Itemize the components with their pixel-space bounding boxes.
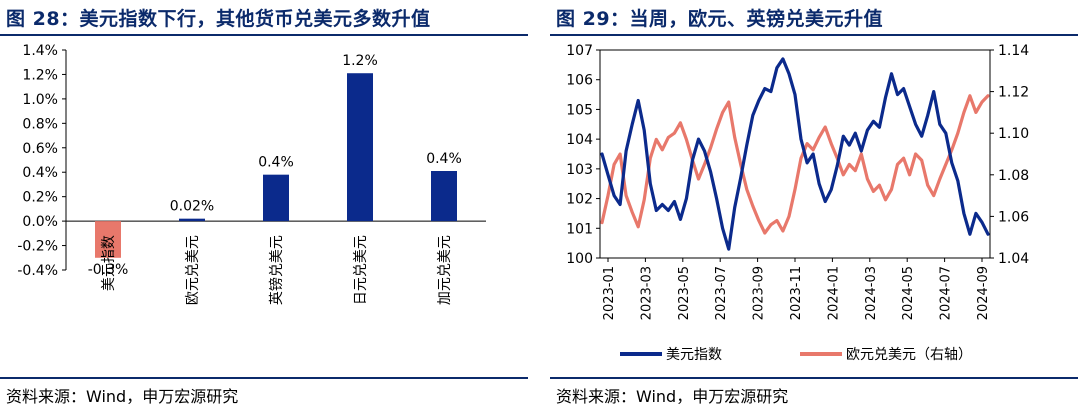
x-tick-label: 2023-01 — [602, 266, 617, 320]
bar — [179, 218, 205, 222]
x-tick-label: 2023-03 — [639, 266, 654, 320]
x-tick-label: 2023-05 — [677, 266, 692, 320]
x-tick-label: 2024-09 — [976, 266, 991, 320]
y-tick-label: 1.0% — [22, 92, 58, 108]
bar-chart-panel: 图 28：美元指数下行，其他货币兑美元多数升值 -0.4% -0.2% 0.0% 0.… — [0, 0, 530, 410]
x-tick-label: 2024-03 — [864, 266, 879, 320]
x-category-label: 欧元兑美元 — [185, 235, 201, 305]
right-y-tick-label: 1.06 — [998, 209, 1029, 225]
bar-data-label: 0.4% — [426, 151, 462, 167]
line-chart-bottom-rule — [550, 377, 1078, 379]
left-y-tick-label: 102 — [566, 192, 593, 208]
bar-chart-title: 图 28：美元指数下行，其他货币兑美元多数升值 — [6, 8, 431, 30]
y-tick-label: 0.6% — [22, 141, 58, 157]
y-tick-label: 1.2% — [22, 67, 58, 83]
line-chart-panel: 图 29：当周，欧元、英镑兑美元升值 100 101 102 103 104 105 106… — [550, 0, 1080, 410]
series-line — [600, 94, 990, 235]
bar-data-label: -0.3% — [88, 262, 129, 278]
left-y-tick-label: 104 — [566, 132, 593, 148]
bar-data-label: 1.2% — [342, 53, 378, 69]
y-tick-label: 0.8% — [22, 116, 58, 132]
left-y-tick-label: 107 — [566, 43, 593, 59]
line-chart-top-rule — [550, 34, 1078, 36]
x-tick-label: 2024-05 — [901, 266, 916, 320]
x-tick-label: 2024-01 — [826, 266, 841, 320]
line-chart-title: 图 29：当周，欧元、英镑兑美元升值 — [556, 8, 884, 30]
x-tick-label: 2023-09 — [752, 266, 767, 320]
bar — [431, 171, 457, 222]
legend-label: 欧元兑美元（右轴） — [846, 347, 972, 363]
bar — [95, 221, 121, 258]
line-chart-source: 资料来源：Wind，申万宏源研究 — [556, 387, 789, 406]
right-y-tick-label: 1.08 — [998, 168, 1029, 184]
right-y-tick-label: 1.12 — [998, 85, 1029, 101]
x-tick-label: 2023-11 — [789, 266, 804, 320]
y-tick-label: 1.4% — [22, 43, 58, 59]
right-y-tick-label: 1.14 — [998, 43, 1029, 59]
x-category-label: 日元兑美元 — [353, 235, 369, 305]
bar-chart-source: 资料来源：Wind，申万宏源研究 — [6, 387, 239, 406]
bar-chart-bottom-rule — [0, 377, 528, 379]
x-category-label: 英镑兑美元 — [268, 235, 285, 305]
bar-data-label: 0.02% — [170, 199, 214, 215]
legend-label: 美元指数 — [666, 347, 722, 363]
x-category-label: 美元指数 — [101, 235, 117, 291]
plot-frame — [599, 49, 991, 259]
left-y-tick-label: 105 — [566, 102, 593, 118]
left-y-tick-label: 103 — [566, 162, 593, 178]
left-y-tick-label: 101 — [566, 221, 593, 237]
line-chart-svg: 100 101 102 103 104 105 106 107 1.04 1.06 1.08 1.10… — [566, 43, 1029, 363]
y-tick-label: 0.2% — [22, 190, 58, 206]
series-line — [600, 57, 990, 251]
x-tick-label: 2024-07 — [939, 266, 954, 320]
bar-chart-top-rule — [0, 34, 528, 36]
bar-chart-svg: -0.4% -0.2% 0.0% 0.2% 0.4% 0.6% 0.8% 1.0% 1.2% 1.… — [17, 43, 486, 305]
y-tick-label: -0.4% — [17, 263, 58, 279]
bar — [263, 174, 289, 222]
right-y-tick-label: 1.10 — [998, 126, 1029, 142]
left-y-tick-label: 106 — [566, 73, 593, 89]
right-y-tick-label: 1.04 — [998, 251, 1029, 267]
bar — [347, 73, 373, 222]
x-tick-label: 2023-07 — [714, 266, 729, 320]
x-category-label: 加元兑美元 — [437, 235, 453, 305]
left-y-tick-label: 100 — [566, 251, 593, 267]
bar-data-label: 0.4% — [258, 155, 294, 171]
y-tick-label: -0.2% — [17, 239, 58, 255]
y-tick-label: 0.4% — [22, 165, 58, 181]
y-tick-label: 0.0% — [22, 214, 58, 230]
